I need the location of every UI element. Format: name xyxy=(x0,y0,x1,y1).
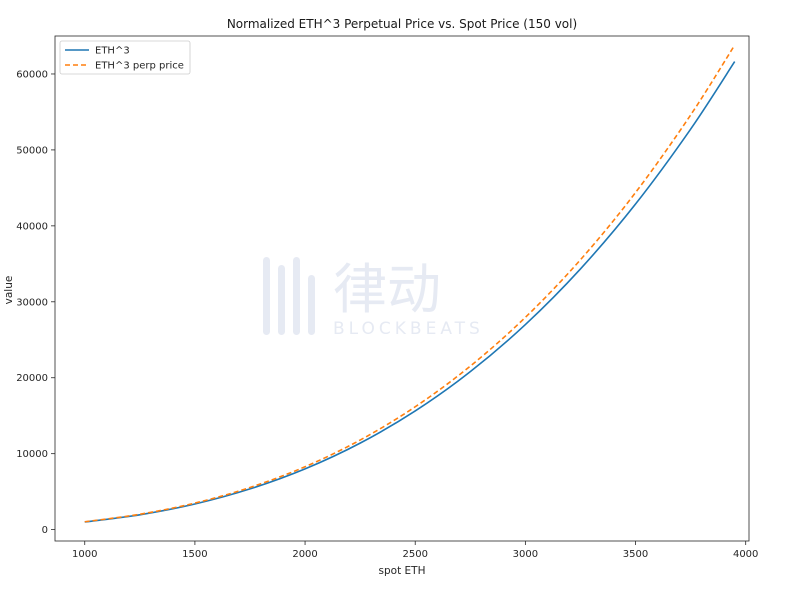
y-tick-label: 0 xyxy=(42,525,48,536)
legend-box xyxy=(59,40,191,75)
y-tick-label: 10000 xyxy=(16,449,48,460)
y-axis: 0 10000 20000 30000 40000 50000 60000 xyxy=(16,69,55,536)
y-tick-label: 20000 xyxy=(16,373,48,384)
watermark-logo-bar-2 xyxy=(278,265,285,335)
y-axis-label: value xyxy=(3,276,15,305)
series-line-eth3-perp xyxy=(84,44,736,523)
y-tick-label: 30000 xyxy=(16,297,48,308)
x-tick-label: 2500 xyxy=(402,549,427,560)
watermark-logo-bar-1 xyxy=(263,257,270,335)
x-tick-label: 1500 xyxy=(182,549,207,560)
watermark-logo-bar-3 xyxy=(293,257,300,335)
series-line-eth3 xyxy=(84,61,736,523)
legend-label-eth3-perp: ETH^3 perp price xyxy=(95,61,184,72)
watermark-cn-text: 律动 xyxy=(333,258,441,321)
legend: ETH^3 ETH^3 perp price xyxy=(59,40,191,75)
x-tick-label: 2000 xyxy=(292,549,317,560)
watermark-logo-bar-4 xyxy=(308,275,315,335)
x-tick-label: 3500 xyxy=(623,549,648,560)
chart-title: Normalized ETH^3 Perpetual Price vs. Spo… xyxy=(227,17,577,31)
legend-label-eth3: ETH^3 xyxy=(95,46,130,57)
series-layer xyxy=(84,44,736,523)
x-axis: 1000 1500 2000 2500 3000 3500 4000 xyxy=(72,541,758,560)
x-tick-label: 1000 xyxy=(72,549,97,560)
y-tick-label: 50000 xyxy=(16,145,48,156)
y-tick-label: 60000 xyxy=(16,69,48,80)
y-tick-label: 40000 xyxy=(16,221,48,232)
x-tick-label: 4000 xyxy=(733,549,758,560)
x-tick-label: 3000 xyxy=(513,549,538,560)
x-axis-label: spot ETH xyxy=(379,565,426,577)
plot-frame xyxy=(54,35,750,542)
watermark: 律动 BLOCKBEATS xyxy=(263,257,484,339)
watermark-en-text: BLOCKBEATS xyxy=(333,319,484,339)
